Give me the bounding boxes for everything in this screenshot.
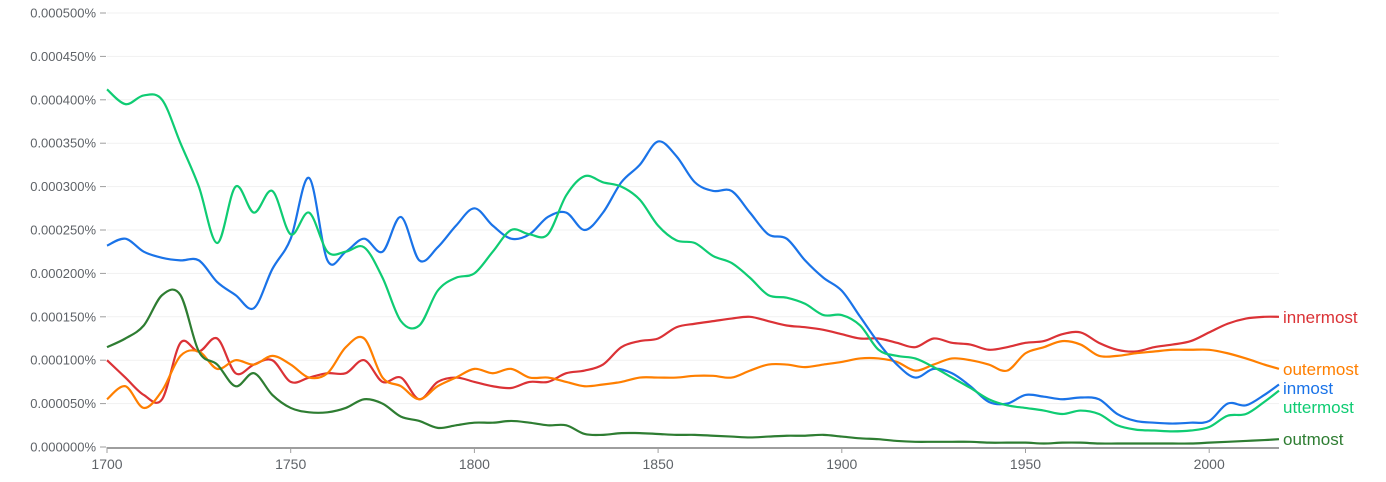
y-tick-label: 0.000050% bbox=[30, 396, 96, 411]
x-tick-label: 1900 bbox=[826, 456, 857, 472]
y-tick-label: 0.000350% bbox=[30, 136, 96, 151]
x-axis: 1700 1750 1800 1850 1900 1950 2000 bbox=[91, 447, 1279, 472]
series-label-outermost: outermost bbox=[1283, 360, 1359, 379]
y-tick-label: 0.000150% bbox=[30, 309, 96, 324]
y-tick-label: 0.000000% bbox=[30, 440, 96, 455]
series-label-inmost: inmost bbox=[1283, 379, 1333, 398]
y-tick-label: 0.000250% bbox=[30, 223, 96, 238]
series-line-outermost bbox=[106, 335, 1280, 410]
x-tick-label: 1950 bbox=[1010, 456, 1041, 472]
y-axis: 0.000000% 0.000050% 0.000100% 0.000150% 0.00… bbox=[30, 6, 106, 455]
y-tick-label: 0.000450% bbox=[30, 49, 96, 64]
series-line-outmost bbox=[106, 288, 1280, 445]
y-tick-label: 0.000300% bbox=[30, 179, 96, 194]
series-line-innermost bbox=[106, 315, 1280, 404]
x-tick-label: 1800 bbox=[459, 456, 490, 472]
series-label-uttermost: uttermost bbox=[1283, 398, 1354, 417]
series-line-inmost bbox=[106, 140, 1280, 425]
x-tick-label: 2000 bbox=[1194, 456, 1225, 472]
series-line-uttermost bbox=[106, 88, 1280, 433]
x-tick-label: 1750 bbox=[275, 456, 306, 472]
y-tick-label: 0.000500% bbox=[30, 6, 96, 21]
y-tick-label: 0.000400% bbox=[30, 92, 96, 107]
x-tick-label: 1700 bbox=[91, 456, 122, 472]
y-tick-label: 0.000200% bbox=[30, 266, 96, 281]
gridlines bbox=[107, 12, 1279, 405]
series-lines bbox=[106, 88, 1280, 445]
series-label-innermost: innermost bbox=[1283, 308, 1358, 327]
series-label-outmost: outmost bbox=[1283, 430, 1344, 449]
y-tick-label: 0.000100% bbox=[30, 353, 96, 368]
x-tick-label: 1850 bbox=[643, 456, 674, 472]
